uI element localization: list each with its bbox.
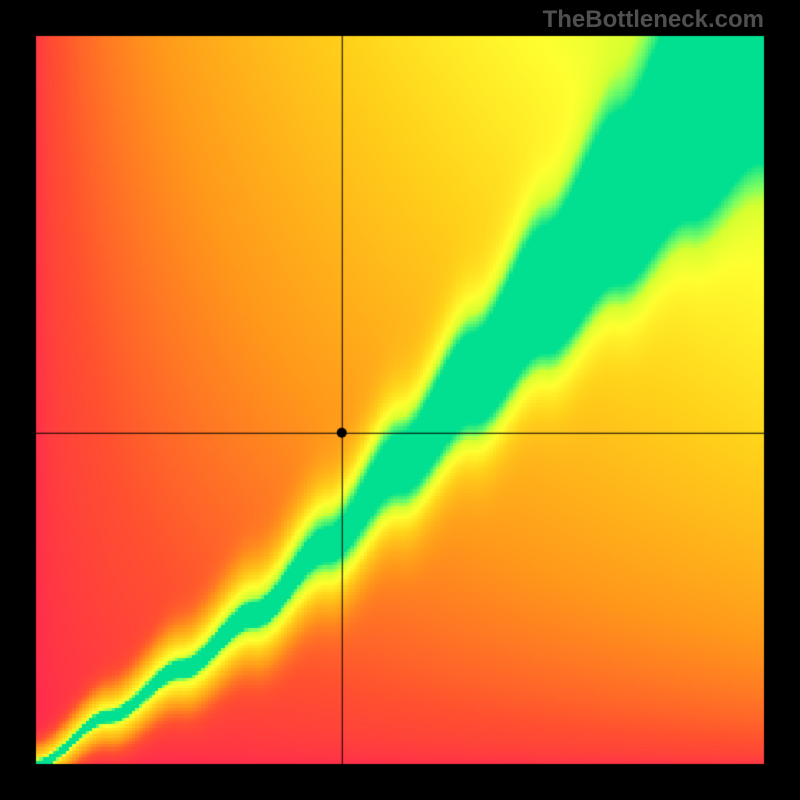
heatmap-canvas	[0, 0, 800, 800]
watermark-text: TheBottleneck.com	[543, 6, 764, 34]
chart-container: TheBottleneck.com	[0, 0, 800, 800]
